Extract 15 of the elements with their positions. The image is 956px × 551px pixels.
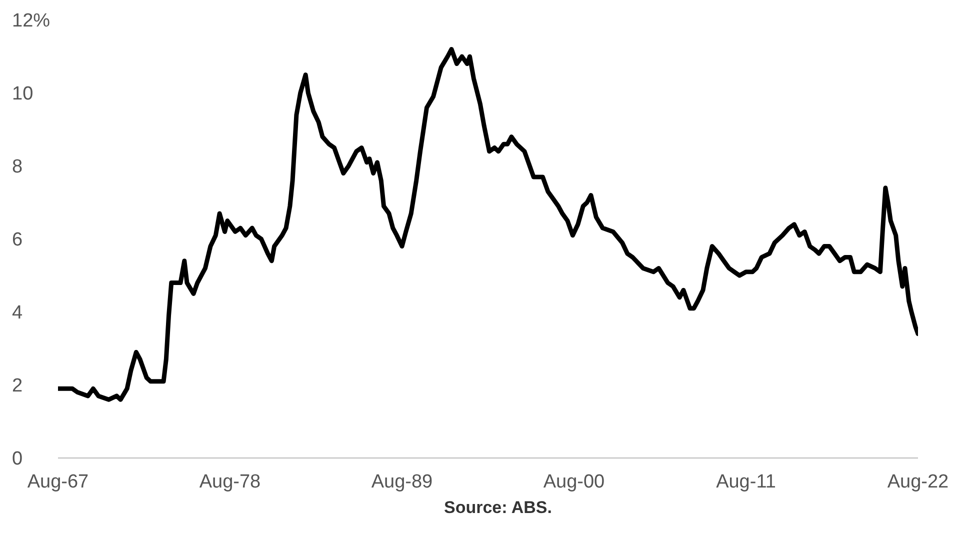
x-tick-label: Aug-78	[199, 471, 261, 492]
source-note: Source: ABS.	[442, 498, 553, 518]
y-tick-label: 8	[12, 156, 23, 178]
y-tick-label: 0	[12, 448, 23, 470]
y-tick-label: 6	[12, 230, 23, 251]
y-tick-label: 2	[12, 376, 23, 397]
y-tick-label: 4	[12, 302, 23, 324]
x-tick-label: Aug-67	[27, 471, 89, 492]
y-tick-label: 12%	[12, 10, 50, 32]
x-tick-label: Aug-22	[887, 471, 949, 492]
x-tick-label: Aug-11	[716, 471, 776, 492]
x-tick-label: Aug-00	[543, 471, 605, 492]
y-tick-label: 10	[12, 84, 34, 105]
x-tick-label: Aug-89	[371, 471, 433, 492]
line-series	[58, 46, 918, 402]
